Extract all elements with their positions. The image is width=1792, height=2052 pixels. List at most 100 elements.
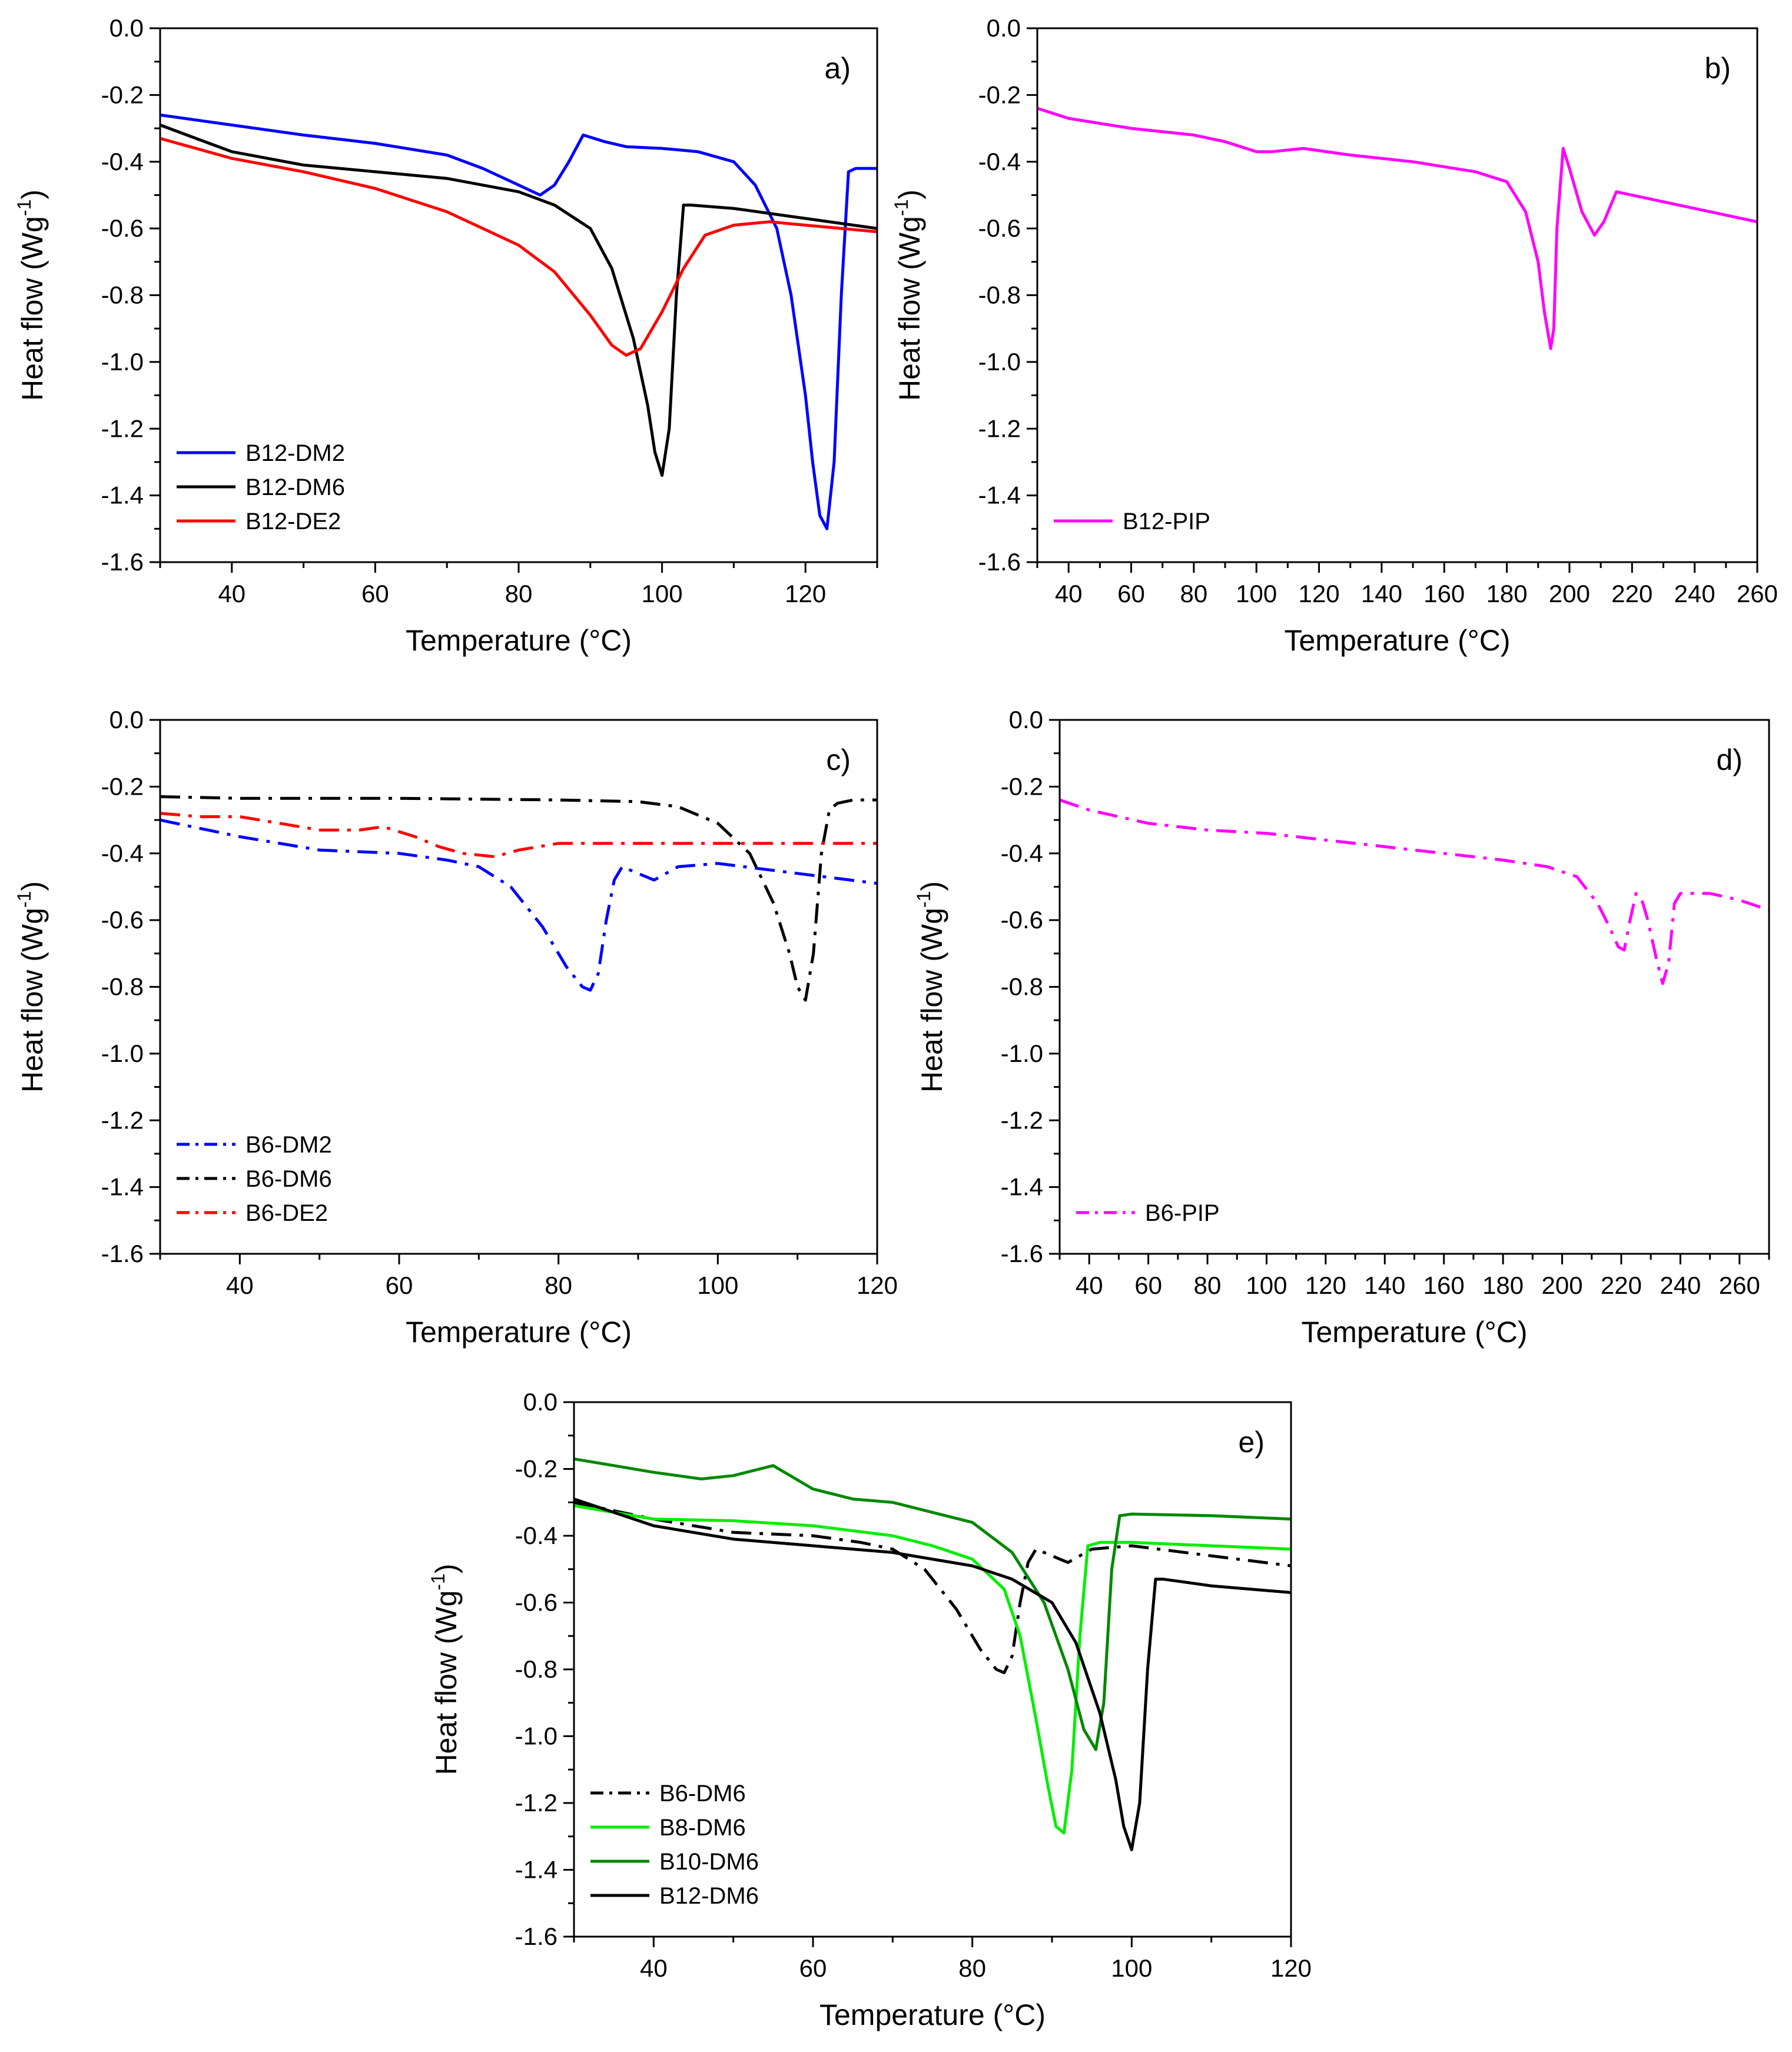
legend-label: B12-DM6 bbox=[659, 1883, 759, 1909]
y-tick-label: -0.8 bbox=[1001, 973, 1043, 1001]
y-tick-label: -1.2 bbox=[1001, 1106, 1043, 1134]
legend-label: B12-DM6 bbox=[245, 474, 345, 500]
legend-label: B12-DM2 bbox=[245, 440, 345, 466]
series-line-b12-dm2 bbox=[160, 113, 877, 530]
x-tick-label: 60 bbox=[799, 1954, 827, 1982]
panel-b: 40 60 80 100 120 140 160 180 200 220 240 260 0.0 -0.2… bbox=[891, 14, 1778, 657]
x-tick-label: 40 bbox=[640, 1954, 668, 1982]
x-tick-label: 80 bbox=[505, 580, 533, 607]
x-tick-label: 120 bbox=[1299, 580, 1340, 607]
y-tick-label: 0.0 bbox=[987, 14, 1021, 42]
y-tick-label: -1.4 bbox=[978, 482, 1021, 509]
y-tick-label: -1.0 bbox=[101, 1040, 144, 1067]
panel-label: d) bbox=[1717, 743, 1743, 776]
y-tick-label: 0.0 bbox=[109, 14, 144, 42]
y-tick-label: -1.0 bbox=[978, 348, 1021, 376]
panel-c: 40 60 80 100 120 0.0 -0.2 -0.4 -0.6 -0.8 -1.0 -1.2 -… bbox=[14, 706, 898, 1349]
x-axis-title: Temperature (°C) bbox=[1285, 624, 1511, 657]
legend-label: B6-DM6 bbox=[245, 1166, 332, 1192]
y-tick-label: -0.8 bbox=[101, 973, 144, 1001]
y-tick-label: -0.8 bbox=[515, 1655, 557, 1683]
x-tick-label: 100 bbox=[1246, 1271, 1287, 1299]
y-tick-label: -0.2 bbox=[1001, 772, 1043, 800]
x-tick-label: 100 bbox=[1111, 1954, 1152, 1982]
x-tick-label: 100 bbox=[1236, 580, 1277, 607]
y-tick-label: -0.4 bbox=[515, 1522, 557, 1549]
legend-label: B6-PIP bbox=[1145, 1200, 1220, 1226]
panel-e: 40 60 80 100 120 0.0 -0.2 -0.4 -0.6 -0.8 -1.0 -1.2 -… bbox=[427, 1388, 1312, 2031]
x-tick-label: 140 bbox=[1364, 1271, 1405, 1299]
y-tick-label: -1.0 bbox=[515, 1722, 557, 1750]
x-tick-label: 60 bbox=[1134, 1271, 1162, 1299]
y-tick-label: -0.2 bbox=[515, 1455, 557, 1483]
y-tick-label: -1.2 bbox=[978, 414, 1021, 442]
x-tick-label: 120 bbox=[1270, 1954, 1312, 1982]
panel-d: 40 60 80 100 120 140 160 180 200 220 240 260 0.0 -0.2… bbox=[913, 706, 1770, 1349]
panel-label: a) bbox=[825, 52, 851, 85]
y-axis-title: Heat flow (Wg-1) bbox=[427, 1563, 463, 1775]
y-axis-title: Heat flow (Wg-1) bbox=[14, 190, 49, 401]
x-axis-title: Temperature (°C) bbox=[406, 1316, 632, 1349]
y-tick-label: 0.0 bbox=[1009, 706, 1043, 733]
x-tick-label: 80 bbox=[1180, 580, 1208, 607]
y-tick-label: 0.0 bbox=[523, 1388, 557, 1416]
x-tick-label: 40 bbox=[226, 1271, 254, 1299]
x-axis-title: Temperature (°C) bbox=[1302, 1316, 1528, 1349]
y-tick-label: -0.4 bbox=[1001, 839, 1043, 867]
panel-a: 40 60 80 100 120 0.0 -0.2 -0.4 -0.6 -0.8 -1.0 -1.2 -… bbox=[14, 14, 878, 657]
x-tick-label: 80 bbox=[545, 1271, 572, 1299]
x-tick-label: 180 bbox=[1482, 1271, 1524, 1299]
plot-frame bbox=[1058, 719, 1770, 1255]
legend-label: B12-DE2 bbox=[245, 509, 341, 534]
x-tick-label: 160 bbox=[1423, 580, 1465, 607]
x-tick-label: 80 bbox=[1194, 1271, 1222, 1299]
y-tick-label: -0.2 bbox=[101, 81, 144, 108]
x-tick-label: 40 bbox=[1055, 580, 1083, 607]
x-tick-label: 100 bbox=[697, 1271, 738, 1299]
y-axis-title: Heat flow (Wg-1) bbox=[14, 881, 49, 1093]
y-tick-label: -0.4 bbox=[101, 839, 144, 867]
y-tick-label: -1.2 bbox=[101, 1106, 144, 1134]
y-tick-label: -1.6 bbox=[978, 548, 1021, 576]
x-tick-label: 120 bbox=[857, 1271, 898, 1299]
series-line-b12-dm6 bbox=[574, 1498, 1291, 1851]
y-tick-label: -1.4 bbox=[101, 1173, 144, 1201]
series-line-b6-dm6 bbox=[160, 795, 877, 1002]
x-tick-label: 80 bbox=[958, 1954, 986, 1982]
y-tick-label: -1.0 bbox=[101, 348, 144, 376]
series-line-b12-de2 bbox=[160, 137, 877, 357]
y-axis-title: Heat flow (Wg-1) bbox=[891, 190, 926, 401]
legend-label: B8-DM6 bbox=[659, 1815, 746, 1841]
x-tick-label: 200 bbox=[1542, 1271, 1583, 1299]
x-tick-label: 100 bbox=[642, 580, 683, 607]
y-tick-label: -0.8 bbox=[978, 281, 1021, 309]
x-tick-label: 240 bbox=[1674, 580, 1715, 607]
series-line-b6-pip bbox=[1060, 798, 1769, 985]
y-tick-label: -0.6 bbox=[978, 214, 1021, 242]
series-line-b6-dm2 bbox=[160, 818, 877, 992]
x-tick-label: 180 bbox=[1486, 580, 1528, 607]
legend-label: B10-DM6 bbox=[659, 1849, 759, 1875]
series-line-b12-pip bbox=[1037, 107, 1757, 350]
x-tick-label: 260 bbox=[1737, 580, 1778, 607]
x-tick-label: 220 bbox=[1601, 1271, 1642, 1299]
x-tick-label: 200 bbox=[1549, 580, 1590, 607]
series-line-b6-dm6 bbox=[574, 1500, 1291, 1675]
x-tick-label: 240 bbox=[1660, 1271, 1701, 1299]
y-tick-label: -1.4 bbox=[515, 1856, 557, 1884]
y-axis-title: Heat flow (Wg-1) bbox=[913, 881, 948, 1093]
y-tick-label: -1.0 bbox=[1001, 1040, 1043, 1067]
panel-label: c) bbox=[826, 743, 851, 776]
y-tick-label: 0.0 bbox=[109, 706, 144, 733]
y-tick-label: -1.6 bbox=[101, 548, 144, 576]
x-tick-label: 60 bbox=[361, 580, 389, 607]
y-tick-label: -1.6 bbox=[515, 1922, 557, 1950]
x-tick-label: 220 bbox=[1611, 580, 1652, 607]
x-tick-label: 160 bbox=[1423, 1271, 1465, 1299]
y-tick-label: -1.6 bbox=[101, 1240, 144, 1267]
x-tick-label: 40 bbox=[218, 580, 245, 607]
plot-frame bbox=[1036, 27, 1758, 563]
legend-label: B6-DM2 bbox=[245, 1132, 332, 1158]
y-tick-label: -1.2 bbox=[515, 1789, 557, 1817]
